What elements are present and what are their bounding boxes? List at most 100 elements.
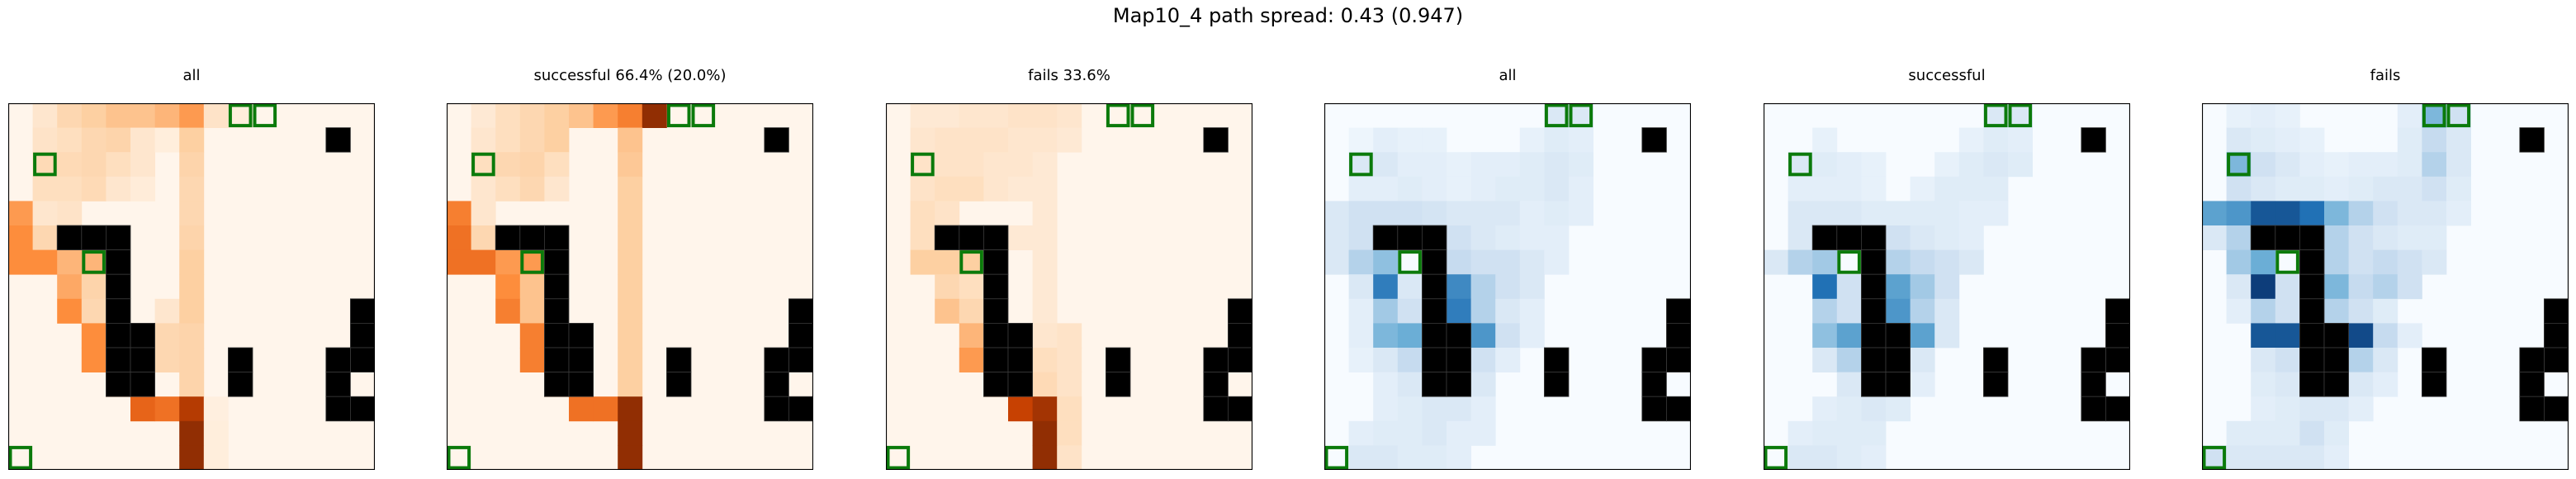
heatmap-cell (935, 176, 960, 202)
heatmap-cell (1910, 372, 1935, 397)
heatmap-cell (1447, 445, 1471, 470)
heatmap-cell (2008, 127, 2033, 153)
heatmap-cell (471, 225, 496, 250)
wall-cell (56, 225, 83, 251)
wall-cell (1203, 396, 1229, 422)
heatmap-cell (57, 127, 83, 153)
goal-marker (2227, 152, 2251, 177)
heatmap-cell (495, 274, 521, 300)
heatmap-cell (1470, 298, 1496, 324)
heatmap-cell (2251, 348, 2276, 372)
heatmap-cell (2275, 176, 2300, 202)
wall-cell (1422, 372, 1447, 397)
heatmap-cell (2397, 323, 2422, 349)
heatmap-cell (618, 152, 643, 178)
heatmap-cell (1495, 249, 1521, 275)
wall-cell (983, 372, 1009, 397)
heatmap-cell (2226, 445, 2252, 470)
heatmap-cell (519, 152, 545, 178)
heatmap-cell (983, 152, 1009, 178)
heatmap-cell (179, 298, 205, 324)
heatmap-cell (1544, 176, 1570, 202)
heatmap-cell (544, 103, 570, 128)
heatmap-cell (1032, 372, 1058, 397)
wall-cell (1422, 322, 1447, 349)
heatmap-cell (1544, 152, 1570, 178)
heatmap-cell (1373, 298, 1399, 324)
goal-marker (1764, 445, 1788, 470)
heatmap-cell (2251, 420, 2276, 446)
wall-cell (2105, 396, 2130, 422)
goal-marker (691, 103, 716, 128)
wall-cell (227, 372, 253, 397)
axes-frame (1764, 103, 2130, 470)
heatmap-cell (1544, 127, 1570, 153)
heatmap-cell (1032, 396, 1058, 422)
heatmap-cell (2373, 298, 2398, 324)
heatmap-cell (1032, 445, 1058, 470)
wall-cell (106, 322, 131, 349)
heatmap-cell (1764, 249, 1788, 275)
wall-cell (665, 347, 692, 373)
goal-marker (911, 152, 935, 177)
figure-title: Map10_4 path spread: 0.43 (0.947) (1112, 4, 1464, 27)
goal-marker (33, 152, 57, 177)
wall-cell (1227, 322, 1252, 349)
heatmap-cell (935, 249, 960, 275)
heatmap-cell (1422, 396, 1447, 422)
heatmap-cell (1348, 225, 1374, 250)
wall-cell (1665, 396, 1691, 422)
heatmap-cell (1397, 348, 1423, 372)
wall-cell (764, 347, 789, 373)
heatmap-cell (447, 201, 471, 226)
heatmap-cell (1983, 201, 2009, 226)
wall-cell (1203, 127, 1229, 153)
heatmap-cell (519, 298, 545, 324)
heatmap-cell (2324, 274, 2349, 300)
heatmap-cell (2275, 201, 2300, 226)
heatmap-panel-fails-blue: fails (2202, 66, 2569, 479)
heatmap-cell (2251, 127, 2276, 153)
wall-cell (2081, 127, 2106, 153)
heatmap-cell (519, 127, 545, 153)
heatmap-cell (1910, 323, 1935, 349)
wall-cell (1982, 372, 2009, 397)
wall-cell (2299, 298, 2325, 324)
heatmap-cell (1812, 201, 1838, 226)
wall-cell (2299, 372, 2325, 397)
heatmap-cell (1519, 323, 1545, 349)
heatmap-cell (2226, 298, 2252, 324)
heatmap-cell (2348, 225, 2374, 250)
heatmap-cell (2275, 396, 2300, 422)
wall-cell (1422, 347, 1447, 373)
heatmap-cell (935, 103, 960, 128)
wall-cell (665, 372, 692, 397)
heatmap-cell (2373, 323, 2398, 349)
heatmap-cell (519, 323, 545, 349)
heatmap-cell (1397, 323, 1423, 349)
heatmap-cell (8, 249, 33, 275)
heatmap-cell (1861, 201, 1887, 226)
heatmap-cell (1470, 176, 1496, 202)
wall-cell (544, 225, 570, 251)
heatmap-cell (2251, 152, 2276, 178)
heatmap-cell (1519, 201, 1545, 226)
heatmap-cell (2251, 201, 2276, 226)
heatmap-cell (1373, 396, 1399, 422)
heatmap-cell (1836, 445, 1862, 470)
wall-cell (544, 273, 570, 300)
wall-cell (788, 396, 813, 422)
heatmap-cell (447, 249, 471, 275)
heatmap-cell (1934, 152, 1960, 178)
goal-marker (1324, 445, 1349, 470)
heatmap-cell (1934, 274, 1960, 300)
heatmap-cell (495, 176, 521, 202)
heatmap-cell (2275, 420, 2300, 446)
heatmap-cell (618, 201, 643, 226)
heatmap-cell (179, 348, 205, 372)
heatmap-cell (1397, 176, 1423, 202)
heatmap-cell (1470, 225, 1496, 250)
heatmap-cell (1348, 201, 1374, 226)
heatmap-cell (2397, 152, 2422, 178)
goal-marker (82, 250, 106, 274)
